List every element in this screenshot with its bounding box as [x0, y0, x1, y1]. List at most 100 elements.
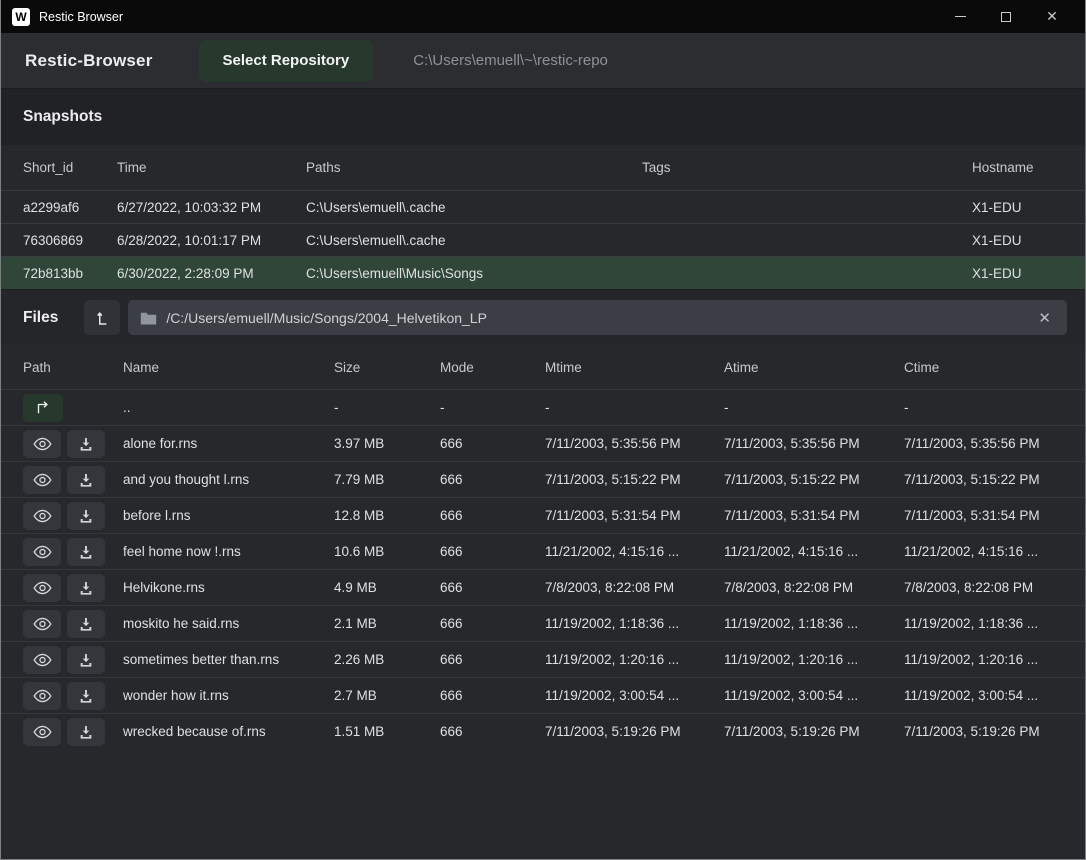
current-path: /C:/Users/emuell/Music/Songs/2004_Helvet… [166, 309, 487, 326]
download-icon [78, 544, 94, 560]
file-row[interactable]: wrecked because of.rns 1.51 MB 666 7/11/200… [1, 713, 1085, 749]
download-file-button[interactable] [67, 537, 105, 566]
dump-arrow-icon [93, 309, 111, 327]
snapshot-row[interactable]: 72b813bb 6/30/2022, 2:28:09 PM C:\Users\em… [1, 256, 1085, 289]
snapshot-row[interactable]: 76306869 6/28/2022, 10:01:17 PM C:\Users\e… [1, 223, 1085, 256]
download-file-button[interactable] [67, 645, 105, 674]
preview-file-button[interactable] [23, 501, 61, 530]
file-ctime: 11/19/2002, 1:20:16 ... [904, 652, 1039, 667]
parent-dir-row[interactable]: .. - - - - - [1, 389, 1085, 425]
file-row[interactable]: feel home now !.rns 10.6 MB 666 11/21/2002,… [1, 533, 1085, 569]
file-name: alone for.rns [123, 436, 198, 451]
minimize-button[interactable] [937, 0, 983, 33]
eye-icon [32, 545, 52, 559]
file-row[interactable]: alone for.rns 3.97 MB 666 7/11/2003, 5:35:5… [1, 425, 1085, 461]
download-icon [78, 616, 94, 632]
select-repository-button[interactable]: Select Repository [198, 39, 374, 82]
snapshot-paths: C:\Users\emuell\.cache [306, 199, 446, 215]
snapshot-hostname: X1-EDU [972, 232, 1022, 248]
file-mode: 666 [440, 436, 463, 451]
app-header: Restic-Browser Select Repository C:\User… [1, 33, 1085, 88]
file-atime: 11/21/2002, 4:15:16 ... [724, 544, 859, 559]
file-size: 4.9 MB [334, 580, 377, 595]
col-path: Path [23, 359, 51, 375]
download-icon [78, 436, 94, 452]
download-file-button[interactable] [67, 717, 105, 746]
download-file-button[interactable] [67, 609, 105, 638]
preview-file-button[interactable] [23, 645, 61, 674]
file-mtime: 7/11/2003, 5:31:54 PM [545, 508, 681, 523]
snapshot-short-id: 72b813bb [23, 265, 84, 281]
file-mtime: 11/19/2002, 3:00:54 ... [545, 688, 680, 703]
file-name: wonder how it.rns [123, 688, 229, 703]
file-mode: 666 [440, 616, 463, 631]
clear-path-button[interactable]: ✕ [1034, 307, 1055, 329]
preview-file-button[interactable] [23, 429, 61, 458]
snapshot-hostname: X1-EDU [972, 199, 1022, 215]
window-title: Restic Browser [39, 9, 124, 24]
empty-area [1, 749, 1085, 859]
preview-file-button[interactable] [23, 537, 61, 566]
file-name: .. [123, 400, 131, 415]
download-icon [78, 688, 94, 704]
files-heading: Files [23, 308, 59, 326]
snapshots-section-header: Snapshots [1, 88, 1085, 145]
file-ctime: 7/11/2003, 5:35:56 PM [904, 436, 1040, 451]
file-row[interactable]: Helvikone.rns 4.9 MB 666 7/8/2003, 8:22:08 … [1, 569, 1085, 605]
file-mode: 666 [440, 652, 463, 667]
file-size: 1.51 MB [334, 724, 385, 739]
file-name: wrecked because of.rns [123, 724, 266, 739]
file-name: and you thought l.rns [123, 472, 250, 487]
file-size: 2.26 MB [334, 652, 385, 667]
preview-file-button[interactable] [23, 573, 61, 602]
eye-icon [32, 617, 52, 631]
file-atime: 7/11/2003, 5:31:54 PM [724, 508, 860, 523]
col-name: Name [123, 359, 160, 375]
parent-dir-actions [23, 393, 123, 422]
file-atime: 11/19/2002, 3:00:54 ... [724, 688, 859, 703]
file-name: sometimes better than.rns [123, 652, 280, 667]
download-icon [78, 472, 94, 488]
dump-snapshot-button[interactable] [84, 300, 121, 335]
preview-file-button[interactable] [23, 465, 61, 494]
file-name: before l.rns [123, 508, 191, 523]
file-atime: 7/8/2003, 8:22:08 PM [724, 580, 854, 595]
close-button[interactable]: ✕ [1046, 8, 1058, 24]
eye-icon [32, 509, 52, 523]
download-file-button[interactable] [67, 501, 105, 530]
snapshot-row[interactable]: a2299af6 6/27/2022, 10:03:32 PM C:\Users\e… [1, 190, 1085, 223]
files-table-header: Path Name Size Mode Mtime Atime Ctime [1, 345, 1085, 389]
download-file-button[interactable] [67, 429, 105, 458]
current-path-bar[interactable]: /C:/Users/emuell/Music/Songs/2004_Helvet… [128, 300, 1067, 335]
download-file-button[interactable] [67, 465, 105, 494]
file-row[interactable]: wonder how it.rns 2.7 MB 666 11/19/2002, 3:… [1, 677, 1085, 713]
snapshot-short-id: 76306869 [23, 232, 84, 248]
file-row[interactable]: before l.rns 12.8 MB 666 7/11/2003, 5:31:54… [1, 497, 1085, 533]
preview-file-button[interactable] [23, 609, 61, 638]
repository-path: C:\Users\emuell\~\restic-repo [413, 52, 608, 69]
download-file-button[interactable] [67, 681, 105, 710]
go-up-button[interactable] [23, 393, 63, 422]
maximize-button[interactable] [983, 0, 1029, 33]
eye-icon [32, 473, 52, 487]
col-ctime: Ctime [904, 359, 940, 375]
corner-up-right-icon [34, 400, 52, 415]
app-logo-icon: W [12, 7, 30, 26]
preview-file-button[interactable] [23, 681, 61, 710]
file-row[interactable]: moskito he said.rns 2.1 MB 666 11/19/2002, … [1, 605, 1085, 641]
file-ctime: - [904, 400, 909, 415]
eye-icon [32, 653, 52, 667]
file-mtime: 11/21/2002, 4:15:16 ... [545, 544, 680, 559]
file-actions [23, 573, 123, 602]
preview-file-button[interactable] [23, 717, 61, 746]
file-atime: 7/11/2003, 5:15:22 PM [724, 472, 860, 487]
col-size: Size [334, 359, 361, 375]
eye-icon [32, 689, 52, 703]
file-ctime: 11/19/2002, 3:00:54 ... [904, 688, 1039, 703]
file-row[interactable]: and you thought l.rns 7.79 MB 666 7/11/2003… [1, 461, 1085, 497]
col-paths: Paths [306, 160, 341, 175]
download-file-button[interactable] [67, 573, 105, 602]
file-mode: - [440, 400, 445, 415]
file-row[interactable]: sometimes better than.rns 2.26 MB 666 11/19… [1, 641, 1085, 677]
col-short-id: Short_id [23, 160, 74, 175]
